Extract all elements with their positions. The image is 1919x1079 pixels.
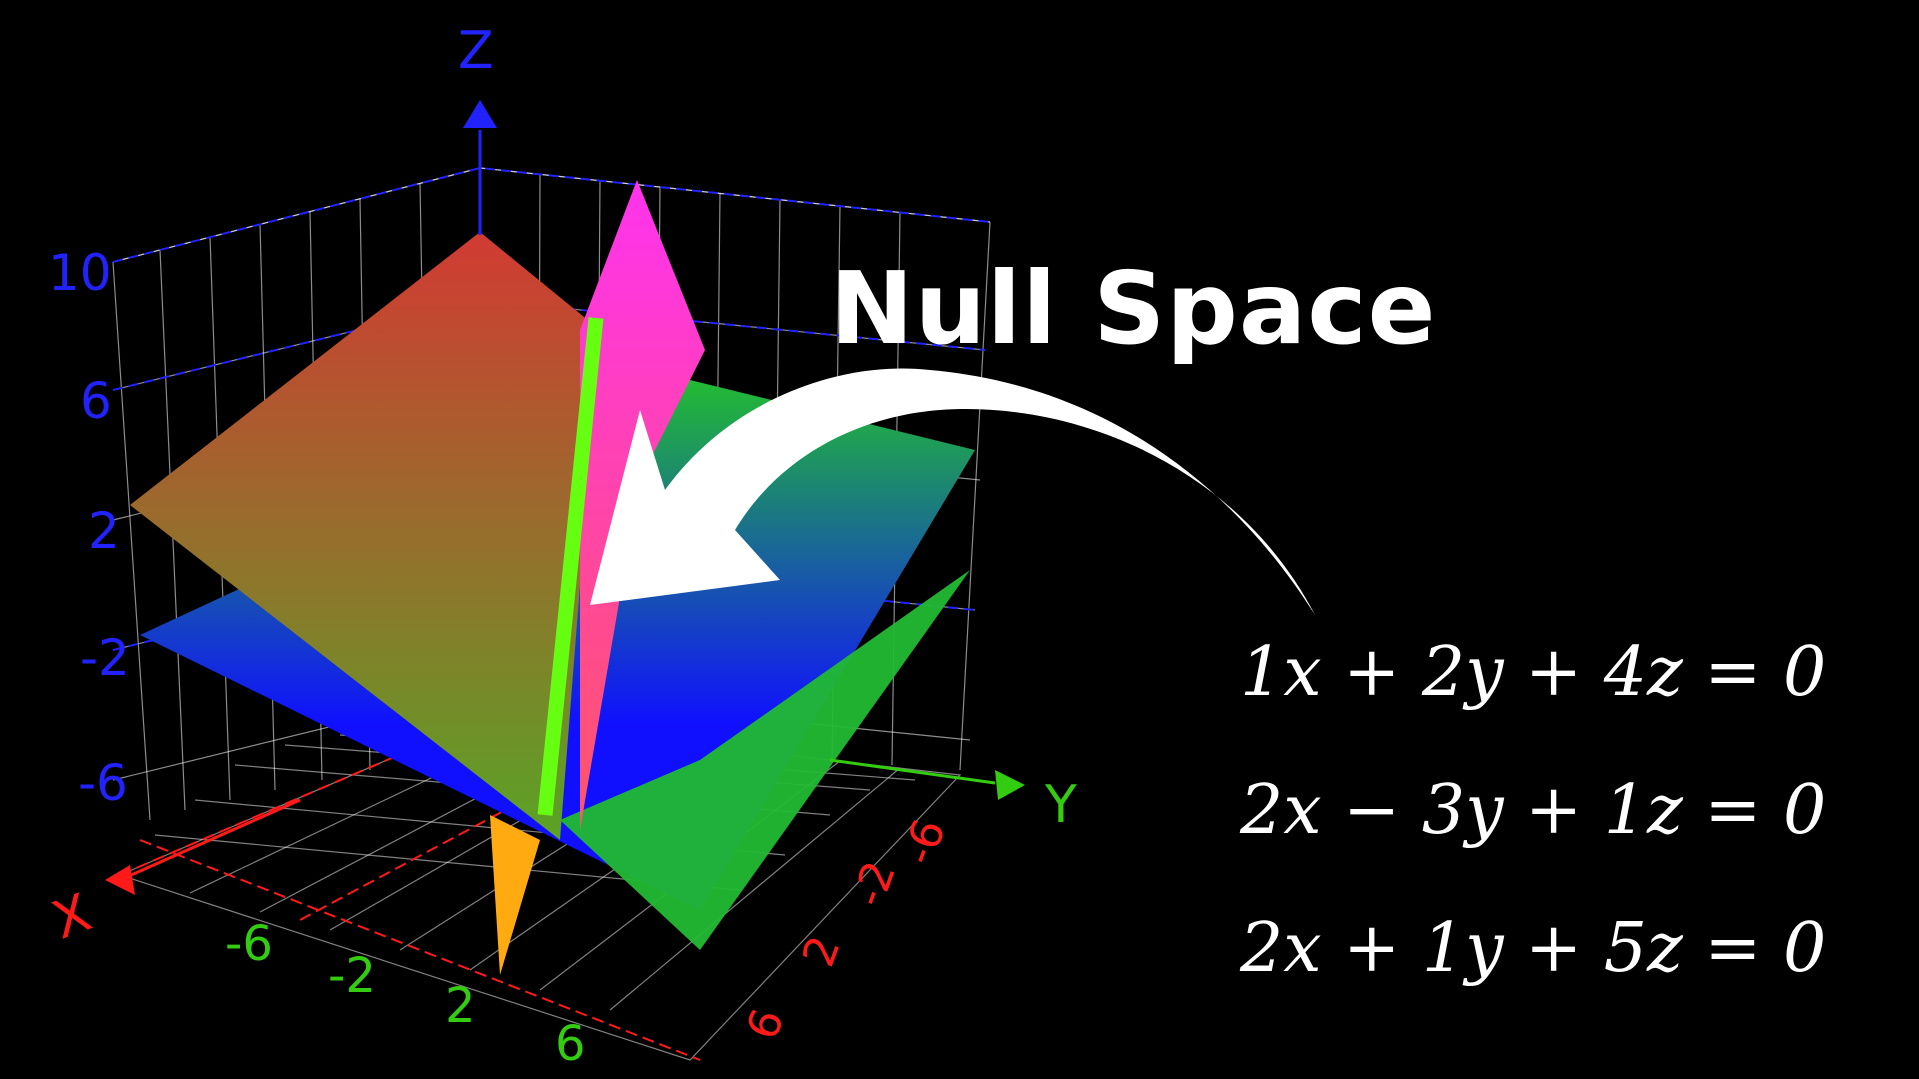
y-axis-arrowhead <box>995 770 1025 800</box>
y-tick-label: 6 <box>555 1016 586 1072</box>
axis-y <box>829 758 1025 800</box>
axis-z <box>463 100 497 235</box>
z-tick-label: 6 <box>80 372 112 430</box>
equation-3: 2x + 1y + 5z = 0 <box>1240 909 1827 988</box>
plane-1 <box>130 232 600 840</box>
pointer-arrow-icon <box>590 368 1315 615</box>
plane-3-lower-sheet <box>560 570 970 950</box>
x-axis-label: X <box>45 883 99 952</box>
plane-3 <box>580 180 705 830</box>
z-tick-label: 10 <box>48 244 112 302</box>
z-tick-label: -2 <box>80 629 130 687</box>
axis-x <box>105 798 301 895</box>
z-tick-label: 2 <box>88 502 120 560</box>
equation-2: 2x − 3y + 1z = 0 <box>1240 771 1827 850</box>
x-tick-label: 6 <box>737 1002 795 1046</box>
z-tick-label: -6 <box>78 754 128 812</box>
z-axis-arrowhead <box>463 100 497 128</box>
null-space-line <box>537 317 604 816</box>
y-tick-label: -2 <box>328 948 376 1004</box>
page-title: Null Space <box>830 250 1437 367</box>
equation-1: 1x + 2y + 4z = 0 <box>1240 633 1827 712</box>
x-axis-arrowhead <box>105 865 135 895</box>
x-tick-label: 2 <box>793 930 851 974</box>
y-tick-label: -6 <box>225 916 273 972</box>
equation-system: 1x + 2y + 4z = 0 2x − 3y + 1z = 0 2x + 1… <box>1240 625 1880 1039</box>
z-axis-label: Z <box>458 21 494 81</box>
y-axis-label: Y <box>1044 775 1077 835</box>
x-tick-label: -2 <box>843 855 906 914</box>
x-tick-label: -6 <box>893 813 956 872</box>
plane-3-lower-wedge <box>490 815 540 975</box>
y-tick-label: 2 <box>445 978 476 1034</box>
